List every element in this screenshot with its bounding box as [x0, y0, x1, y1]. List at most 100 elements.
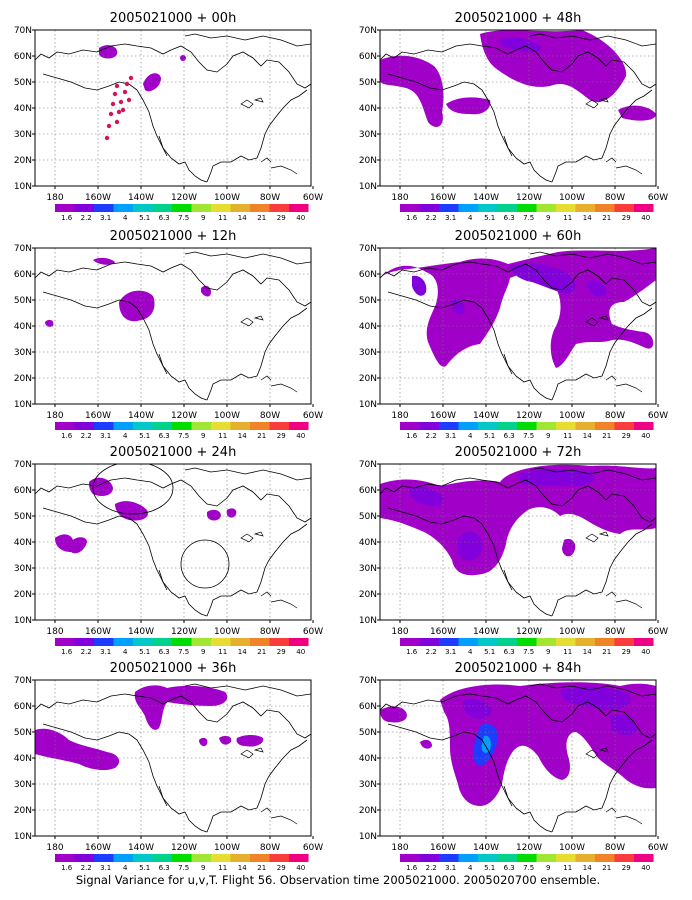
- lon-label: 100W: [214, 627, 240, 637]
- lon-label: 120W: [516, 411, 542, 421]
- colorbar-swatch: [74, 422, 94, 430]
- colorbar-label: 21: [257, 864, 266, 872]
- colorbar-label: 5.1: [139, 648, 150, 656]
- colorbar-swatch: [497, 854, 517, 862]
- lon-label: 100W: [559, 193, 585, 203]
- colorbar-swatch: [478, 638, 498, 646]
- lon-label: 120W: [516, 193, 542, 203]
- colorbar-swatch: [191, 204, 211, 212]
- map-area: [35, 248, 311, 404]
- variance-contour: [45, 319, 54, 327]
- colorbar-swatch: [133, 854, 153, 862]
- lat-label: 30N: [359, 564, 377, 574]
- colorbar-swatch: [250, 204, 270, 212]
- lon-label: 120W: [171, 843, 197, 853]
- lon-label: 140W: [473, 843, 499, 853]
- lon-label: 60W: [648, 843, 668, 853]
- lon-label: 180: [391, 627, 408, 637]
- colorbar-label: 29: [622, 864, 631, 872]
- colorbar-swatch: [113, 638, 133, 646]
- colorbar-swatch: [113, 422, 133, 430]
- lat-label: 20N: [359, 806, 377, 816]
- colorbar-label: 7.5: [178, 648, 189, 656]
- lat-label: 30N: [14, 780, 32, 790]
- lon-label: 100W: [559, 411, 585, 421]
- lat-label: 50N: [14, 78, 32, 88]
- variance-contour: [119, 290, 155, 322]
- observation-point: [114, 83, 120, 89]
- variance-contour: [55, 534, 87, 554]
- colorbar-label: 6.3: [159, 864, 170, 872]
- colorbar-swatch: [595, 422, 615, 430]
- map-panel: 2005021000 + 12h 70N 60N 50N 40N 30N 20N 10N 180…: [14, 229, 323, 440]
- colorbar-label: 7.5: [523, 648, 534, 656]
- colorbar-label: 1.6: [61, 432, 73, 440]
- colorbar-swatch: [575, 854, 595, 862]
- lon-label: 60W: [648, 627, 668, 637]
- variance-contour: [115, 501, 148, 521]
- lat-label: 40N: [359, 104, 377, 114]
- colorbar-label: 5.1: [484, 648, 495, 656]
- colorbar-swatch: [458, 422, 478, 430]
- variance-contour: [226, 508, 237, 518]
- variance-contour: [463, 698, 492, 719]
- colorbar-swatch: [113, 854, 133, 862]
- observation-point: [128, 75, 134, 81]
- lat-label: 50N: [359, 78, 377, 88]
- panel-title: 2005021000 + 60h: [455, 229, 582, 244]
- colorbar-swatch: [94, 854, 114, 862]
- lon-label: 180: [46, 843, 63, 853]
- colorbar-label: 29: [622, 432, 631, 440]
- colorbar: 1.6 2.2 3.1 4 5.1 6.3 7.5 9 11 14 21 29 40: [55, 638, 309, 656]
- lon-label: 160W: [85, 627, 111, 637]
- colorbar-swatch: [152, 638, 172, 646]
- colorbar-label: 5.1: [139, 864, 150, 872]
- colorbar-swatch: [517, 422, 537, 430]
- colorbar-swatch: [556, 854, 576, 862]
- colorbar-label: 29: [277, 432, 286, 440]
- colorbar-swatch: [289, 422, 309, 430]
- variance-contour: [180, 55, 186, 61]
- lat-label: 60N: [14, 702, 32, 712]
- colorbar-swatch: [614, 204, 634, 212]
- colorbar-label: 40: [296, 648, 305, 656]
- colorbar-label: 29: [622, 214, 631, 222]
- variance-contour: [199, 737, 208, 747]
- lat-label: 50N: [14, 512, 32, 522]
- lat-label: 70N: [359, 676, 377, 686]
- map-area: [380, 464, 656, 620]
- observation-point: [118, 99, 124, 105]
- lon-label: 80W: [605, 627, 625, 637]
- lat-label: 30N: [14, 130, 32, 140]
- lat-label: 60N: [359, 52, 377, 62]
- colorbar-label: 11: [563, 648, 572, 656]
- observation-point: [112, 91, 118, 97]
- colorbar-label: 14: [238, 432, 247, 440]
- lat-label: 70N: [14, 676, 32, 686]
- colorbar-label: 40: [296, 432, 305, 440]
- map-panel: 2005021000 + 72h 70N 60N 50N 40N 30N 20N 10N 180…: [359, 445, 668, 656]
- colorbar-swatch: [289, 638, 309, 646]
- colorbar-label: 40: [641, 432, 650, 440]
- colorbar-label: 4: [123, 864, 128, 872]
- colorbar-swatch: [634, 638, 654, 646]
- variance-contour: [93, 257, 115, 265]
- colorbar-swatch: [536, 422, 556, 430]
- lat-label: 70N: [359, 26, 377, 36]
- map-panel: 2005021000 + 60h 70N 60N 50N 40N 30N 20N 10N 180…: [359, 229, 668, 440]
- variance-contour: [457, 531, 483, 561]
- colorbar-label: 9: [546, 214, 550, 222]
- colorbar-swatch: [55, 854, 75, 862]
- lon-label: 80W: [605, 193, 625, 203]
- lat-label: 20N: [14, 156, 32, 166]
- colorbar-swatch: [614, 638, 634, 646]
- map-panel: 2005021000 + 84h 70N 60N 50N 40N 30N 20N 10N 180…: [359, 661, 668, 872]
- lat-label: 20N: [359, 156, 377, 166]
- panel-title: 2005021000 + 36h: [110, 661, 237, 676]
- lon-label: 80W: [260, 193, 280, 203]
- panel-title: 2005021000 + 84h: [455, 661, 582, 676]
- colorbar-label: 7.5: [523, 864, 534, 872]
- lon-label: 80W: [260, 627, 280, 637]
- lat-label: 10N: [14, 832, 32, 842]
- colorbar-swatch: [419, 854, 439, 862]
